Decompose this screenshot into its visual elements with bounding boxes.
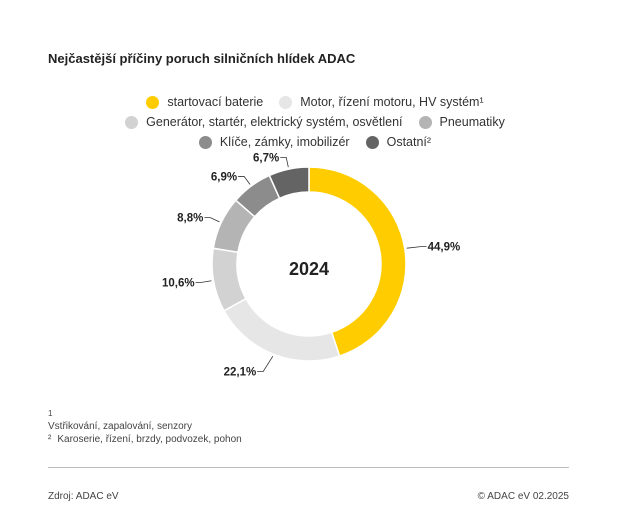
- label-leader-line: [238, 176, 251, 185]
- legend-label: Pneumatiky: [439, 115, 505, 129]
- legend-label: Generátor, startér, elektrický systém, o…: [146, 115, 403, 129]
- footnote-text: Vstřikování, zapalování, senzory: [48, 421, 192, 432]
- footnote-text: Karoserie, řízení, brzdy, podvozek, poho…: [57, 434, 242, 445]
- legend-swatch: [198, 135, 212, 149]
- legend-label: Ostatní²: [386, 135, 432, 149]
- legend-swatch: [279, 95, 293, 109]
- legend-row: startovací baterie Motor, řízení motoru,…: [0, 94, 630, 110]
- label-leader-line: [195, 280, 212, 283]
- legend-item-tyres: Pneumatiky: [418, 115, 505, 129]
- footnote-mark: ²: [48, 434, 52, 445]
- chart-title: Nejčastější příčiny poruch silničních hl…: [48, 51, 356, 66]
- footnote-2: ² Karoserie, řízení, brzdy, podvozek, po…: [48, 433, 242, 446]
- donut-slice: [308, 166, 407, 358]
- copyright: © ADAC eV 02.2025: [477, 491, 569, 502]
- legend-row: Generátor, startér, elektrický systém, o…: [0, 114, 630, 130]
- slice-value-label: 6,7%: [253, 152, 279, 164]
- divider: [48, 467, 569, 468]
- legend-item-keys: Klíče, zámky, imobilizér: [198, 135, 350, 149]
- footnote-mark: 1: [48, 409, 53, 418]
- legend-item-other: Ostatní²: [365, 135, 432, 149]
- slice-value-label: 8,8%: [177, 213, 203, 225]
- legend-swatch: [125, 115, 139, 129]
- donut-slices: [211, 166, 407, 362]
- label-leader-line: [257, 355, 274, 372]
- donut-slice: [211, 247, 247, 312]
- slice-value-label: 44,9%: [428, 242, 461, 254]
- legend-swatch: [418, 115, 432, 129]
- slice-value-label: 22,1%: [224, 366, 257, 378]
- legend-label: Klíče, zámky, imobilizér: [219, 135, 350, 149]
- label-leader-line: [204, 217, 220, 223]
- legend-swatch: [146, 95, 160, 109]
- legend-row: Klíče, zámky, imobilizér Ostatní²: [0, 134, 630, 150]
- slice-value-label: 6,9%: [211, 171, 237, 183]
- footnotes: 1 Vstřikování, zapalování, senzory ² Kar…: [48, 407, 242, 446]
- legend-item-generator: Generátor, startér, elektrický systém, o…: [125, 115, 403, 129]
- footnote-1: 1 Vstřikování, zapalování, senzory: [48, 407, 242, 433]
- slice-labels: 44,9% 22,1% 10,6% 8,8% 6,9% 6,7%: [162, 152, 460, 378]
- donut-slice: [268, 166, 310, 200]
- donut-slice: [222, 297, 341, 362]
- legend-item-engine: Motor, řízení motoru, HV systém¹: [279, 95, 484, 109]
- legend-label: startovací baterie: [167, 95, 264, 109]
- legend: startovací baterie Motor, řízení motoru,…: [0, 94, 630, 154]
- source: Zdroj: ADAC eV: [48, 491, 119, 502]
- label-leader-line: [280, 157, 289, 168]
- slice-value-label: 10,6%: [162, 277, 195, 289]
- legend-label: Motor, řízení motoru, HV systém¹: [300, 95, 484, 109]
- center-label: 2024: [289, 259, 329, 279]
- label-leader-line: [406, 246, 427, 249]
- legend-item-battery: startovací baterie: [146, 95, 263, 109]
- legend-swatch: [365, 135, 379, 149]
